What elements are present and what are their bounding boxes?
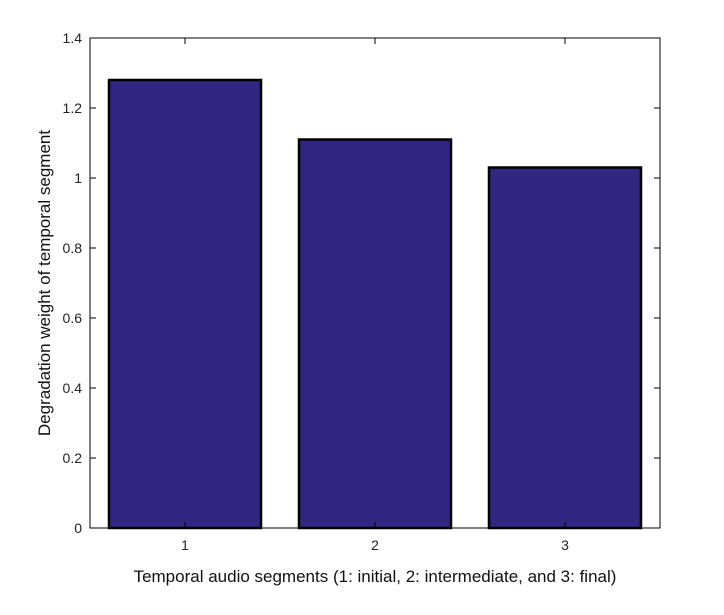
y-tick-label: 0: [74, 520, 82, 536]
y-tick-label: 0.4: [63, 380, 83, 396]
y-tick-label: 1: [74, 170, 82, 186]
y-tick-label: 0.8: [63, 240, 83, 256]
x-tick-label: 1: [181, 537, 189, 553]
x-tick-label: 2: [371, 537, 379, 553]
bar-2: [297, 138, 453, 530]
y-tick-label: 0.2: [63, 450, 83, 466]
bar-1: [107, 78, 263, 530]
y-tick-label: 1.2: [63, 100, 83, 116]
bars-layer: [107, 78, 643, 530]
y-tick-label: 1.4: [63, 30, 83, 46]
x-axis-label: Temporal audio segments (1: initial, 2: …: [134, 567, 617, 586]
y-axis-label: Degradation weight of temporal segment: [35, 130, 54, 436]
ticks-layer: 1 2 3 0 0.2 0.4 0.6 0.8 1 1.2 1.4: [63, 30, 660, 553]
bar-3: [487, 166, 643, 530]
y-tick-label: 0.6: [63, 310, 83, 326]
x-tick-label: 3: [561, 537, 569, 553]
plot-frame: [89, 37, 661, 529]
